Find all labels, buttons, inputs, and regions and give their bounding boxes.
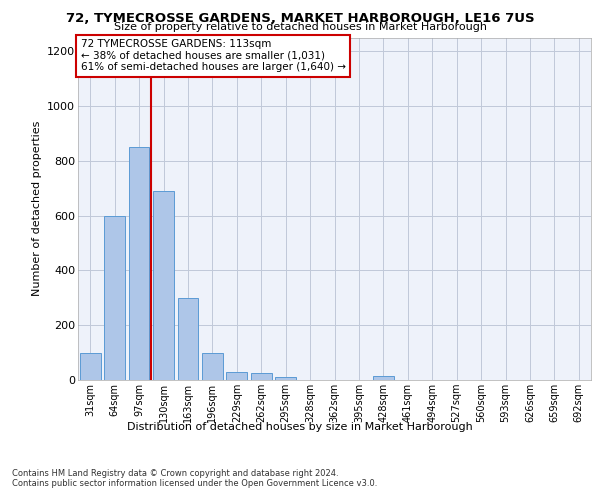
Bar [275, 378, 296, 380]
Bar [226, 372, 247, 380]
Y-axis label: Number of detached properties: Number of detached properties [32, 121, 41, 296]
Bar [153, 191, 174, 380]
Text: Distribution of detached houses by size in Market Harborough: Distribution of detached houses by size … [127, 422, 473, 432]
Text: Contains public sector information licensed under the Open Government Licence v3: Contains public sector information licen… [12, 478, 377, 488]
Bar [104, 216, 125, 380]
Bar [80, 352, 101, 380]
Bar [373, 376, 394, 380]
Text: 72 TYMECROSSE GARDENS: 113sqm
← 38% of detached houses are smaller (1,031)
61% o: 72 TYMECROSSE GARDENS: 113sqm ← 38% of d… [80, 39, 346, 72]
Bar [128, 147, 149, 380]
Bar [251, 373, 272, 380]
Text: 72, TYMECROSSE GARDENS, MARKET HARBOROUGH, LE16 7US: 72, TYMECROSSE GARDENS, MARKET HARBOROUG… [65, 12, 535, 26]
Bar [202, 352, 223, 380]
Text: Size of property relative to detached houses in Market Harborough: Size of property relative to detached ho… [113, 22, 487, 32]
Text: Contains HM Land Registry data © Crown copyright and database right 2024.: Contains HM Land Registry data © Crown c… [12, 468, 338, 477]
Bar [178, 298, 199, 380]
